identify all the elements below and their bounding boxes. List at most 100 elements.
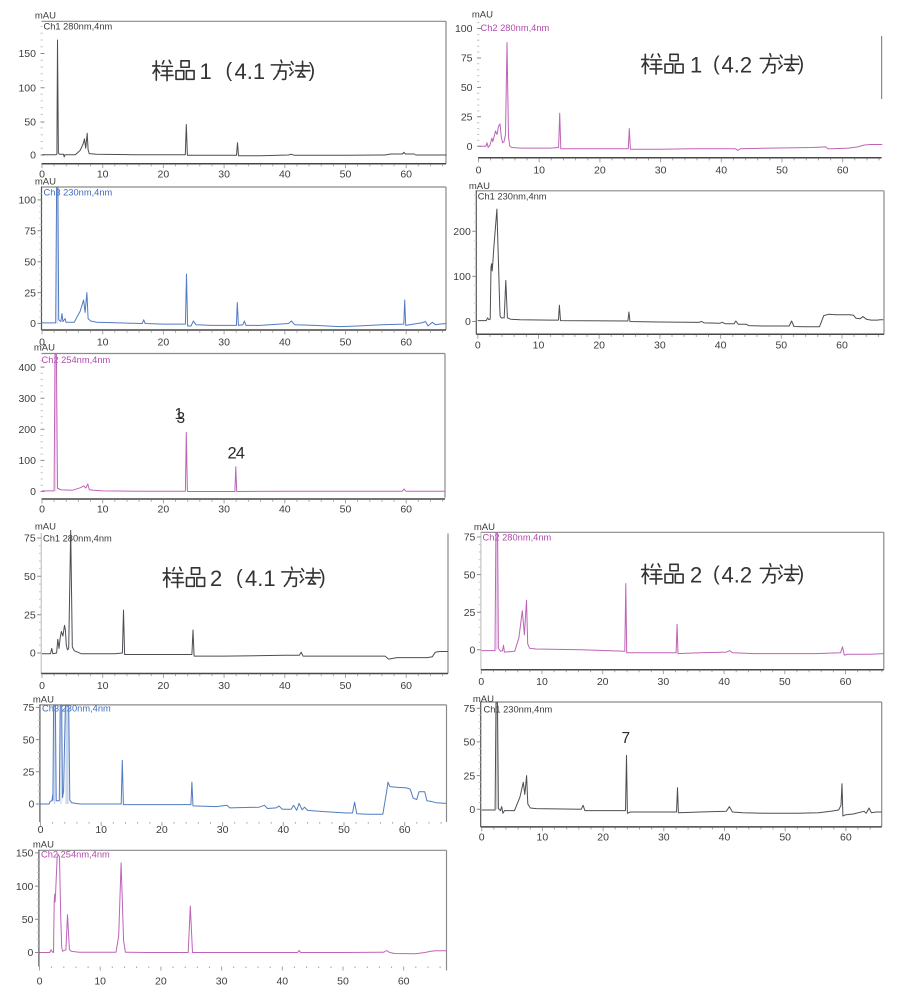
svg-text:1: 1 bbox=[200, 59, 212, 84]
svg-text:10: 10 bbox=[94, 976, 106, 988]
svg-text:mAU: mAU bbox=[469, 181, 490, 192]
svg-text:20: 20 bbox=[155, 976, 167, 988]
svg-text:50: 50 bbox=[775, 340, 787, 352]
svg-text:50: 50 bbox=[22, 914, 34, 926]
svg-text:Ch3 230nm,4nm: Ch3 230nm,4nm bbox=[44, 188, 113, 198]
svg-text:60: 60 bbox=[840, 676, 852, 688]
svg-text:50: 50 bbox=[338, 824, 350, 836]
svg-text:1: 1 bbox=[690, 53, 702, 78]
svg-text:4: 4 bbox=[236, 445, 245, 463]
svg-text:20: 20 bbox=[593, 340, 605, 352]
svg-text:30: 30 bbox=[216, 976, 228, 988]
svg-text:0: 0 bbox=[469, 804, 475, 816]
svg-text:(: ( bbox=[713, 564, 720, 586]
svg-text:0: 0 bbox=[479, 832, 485, 844]
svg-text:mAU: mAU bbox=[474, 522, 495, 533]
svg-text:30: 30 bbox=[218, 504, 230, 516]
svg-text:200: 200 bbox=[453, 226, 471, 238]
svg-text:mAU: mAU bbox=[472, 10, 493, 21]
svg-text:2: 2 bbox=[228, 445, 237, 463]
svg-text:10: 10 bbox=[97, 504, 109, 516]
svg-text:30: 30 bbox=[218, 337, 230, 349]
svg-text:400: 400 bbox=[18, 362, 36, 374]
svg-text:100: 100 bbox=[455, 23, 473, 35]
svg-text:0: 0 bbox=[39, 169, 45, 181]
svg-text:60: 60 bbox=[400, 337, 412, 349]
svg-text:75: 75 bbox=[464, 703, 476, 715]
svg-text:25: 25 bbox=[23, 767, 35, 779]
svg-text:30: 30 bbox=[658, 832, 670, 844]
svg-text:): ) bbox=[309, 60, 316, 82]
svg-text:(: ( bbox=[713, 54, 720, 76]
svg-text:1: 1 bbox=[175, 406, 184, 423]
svg-text:40: 40 bbox=[279, 504, 291, 516]
svg-text:Ch2 280nm,4nm: Ch2 280nm,4nm bbox=[481, 23, 550, 33]
svg-text:0: 0 bbox=[30, 318, 36, 330]
svg-text:40: 40 bbox=[719, 832, 731, 844]
svg-text:4.1: 4.1 bbox=[235, 59, 266, 84]
svg-text:mAU: mAU bbox=[35, 177, 56, 188]
svg-text:0: 0 bbox=[30, 486, 36, 498]
svg-text:100: 100 bbox=[453, 271, 471, 283]
svg-text:0: 0 bbox=[465, 316, 471, 328]
svg-text:20: 20 bbox=[597, 676, 609, 688]
svg-text:40: 40 bbox=[715, 340, 727, 352]
svg-text:0: 0 bbox=[478, 676, 484, 688]
svg-text:30: 30 bbox=[658, 676, 670, 688]
svg-text:Ch2 254nm,4nm: Ch2 254nm,4nm bbox=[42, 355, 111, 365]
svg-text:Ch1 230nm,4nm: Ch1 230nm,4nm bbox=[478, 192, 547, 202]
svg-text:4.1: 4.1 bbox=[245, 566, 276, 591]
svg-text:50: 50 bbox=[340, 504, 352, 516]
svg-text:40: 40 bbox=[279, 169, 291, 181]
svg-text:Ch2 254nm,4nm: Ch2 254nm,4nm bbox=[41, 850, 110, 860]
svg-text:20: 20 bbox=[597, 832, 609, 844]
svg-text:50: 50 bbox=[340, 169, 352, 181]
svg-text:50: 50 bbox=[464, 569, 476, 581]
svg-text:60: 60 bbox=[400, 504, 412, 516]
svg-text:0: 0 bbox=[28, 947, 34, 959]
svg-text:50: 50 bbox=[337, 976, 349, 988]
svg-text:200: 200 bbox=[18, 424, 36, 436]
svg-text:10: 10 bbox=[97, 680, 109, 692]
svg-text:50: 50 bbox=[24, 117, 36, 129]
svg-text:50: 50 bbox=[779, 676, 791, 688]
svg-text:40: 40 bbox=[279, 680, 291, 692]
svg-text:): ) bbox=[798, 564, 805, 586]
svg-text:10: 10 bbox=[95, 824, 107, 836]
svg-text:40: 40 bbox=[715, 165, 727, 177]
svg-text:): ) bbox=[798, 54, 805, 76]
svg-text:75: 75 bbox=[461, 53, 473, 65]
svg-text:Ch1 280nm,4nm: Ch1 280nm,4nm bbox=[43, 534, 112, 544]
svg-text:0: 0 bbox=[29, 799, 35, 811]
svg-text:0: 0 bbox=[30, 150, 36, 162]
svg-text:20: 20 bbox=[158, 169, 170, 181]
svg-text:(: ( bbox=[226, 60, 233, 82]
svg-text:0: 0 bbox=[476, 165, 482, 177]
svg-text:30: 30 bbox=[655, 165, 667, 177]
svg-text:mAU: mAU bbox=[33, 840, 54, 851]
svg-text:0: 0 bbox=[470, 645, 476, 657]
svg-text:25: 25 bbox=[24, 609, 36, 621]
svg-text:20: 20 bbox=[158, 337, 170, 349]
svg-text:25: 25 bbox=[24, 287, 36, 299]
svg-text:0: 0 bbox=[39, 680, 45, 692]
svg-text:50: 50 bbox=[24, 256, 36, 268]
svg-text:4.2: 4.2 bbox=[722, 563, 753, 588]
svg-text:0: 0 bbox=[37, 976, 43, 988]
svg-text:40: 40 bbox=[279, 337, 291, 349]
svg-text:Ch3 230nm,4nm: Ch3 230nm,4nm bbox=[42, 704, 111, 714]
svg-text:10: 10 bbox=[536, 676, 548, 688]
svg-text:50: 50 bbox=[461, 82, 473, 94]
svg-text:10: 10 bbox=[537, 832, 549, 844]
svg-text:30: 30 bbox=[218, 680, 230, 692]
svg-text:(: ( bbox=[236, 567, 243, 589]
svg-text:60: 60 bbox=[398, 976, 410, 988]
svg-text:2: 2 bbox=[690, 563, 702, 588]
svg-text:30: 30 bbox=[217, 824, 229, 836]
svg-text:20: 20 bbox=[156, 824, 168, 836]
svg-text:0: 0 bbox=[38, 824, 44, 836]
svg-text:60: 60 bbox=[840, 832, 852, 844]
svg-text:50: 50 bbox=[776, 165, 788, 177]
svg-text:60: 60 bbox=[400, 680, 412, 692]
svg-text:25: 25 bbox=[464, 607, 476, 619]
